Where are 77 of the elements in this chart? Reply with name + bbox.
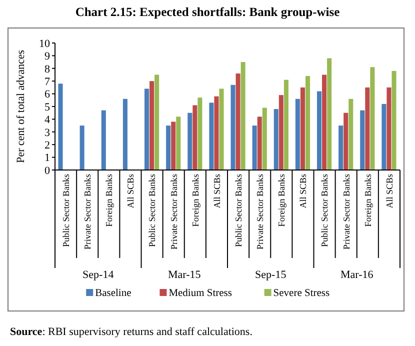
- bar: [365, 87, 370, 170]
- x-tick-label: All SCBs: [126, 174, 136, 208]
- y-tick-label: 8: [44, 63, 50, 76]
- bar: [198, 98, 202, 170]
- bar: [392, 70, 396, 170]
- y-tick-label: 10: [39, 38, 50, 50]
- bar: [192, 105, 198, 170]
- bar: [262, 108, 267, 170]
- x-tick-label: All SCBs: [298, 174, 308, 208]
- x-tick-label: Foreign Banks: [276, 174, 287, 227]
- y-axis-title: Per cent of total advances: [15, 50, 27, 164]
- x-tick-label: Private Sector Banks: [254, 174, 265, 250]
- y-tick-label: 7: [44, 76, 50, 88]
- bar: [322, 74, 327, 170]
- x-tick-label: Public Sector Banks: [320, 174, 330, 247]
- bar: [360, 110, 365, 170]
- bar: [176, 116, 181, 170]
- y-tick-label: 6: [44, 88, 50, 101]
- bar: [230, 84, 236, 170]
- text: Sep-15: [255, 269, 287, 281]
- x-tick-label: Foreign Banks: [190, 174, 200, 227]
- bar: [300, 87, 305, 170]
- y-tick-label: 3: [44, 126, 50, 139]
- chart-title: Chart 2.15: Expected shortfalls: Bank group-wise: [75, 5, 340, 19]
- legend-label: Severe Stress: [273, 288, 330, 299]
- bar: [209, 102, 214, 170]
- bar: [150, 81, 154, 170]
- bar: [171, 122, 176, 170]
- x-tick-label: Private Sector Banks: [82, 174, 92, 250]
- source-note: Source: RBI supervisory returns and staff calculations.: [10, 326, 253, 338]
- bar: [80, 126, 84, 170]
- y-tick-label: 0: [44, 164, 50, 177]
- bar: [278, 95, 284, 170]
- text: Sep-14: [82, 269, 114, 281]
- y-tick-label: 5: [44, 101, 50, 114]
- bar: [188, 112, 192, 170]
- bar: [122, 98, 128, 170]
- x-tick-label: All SCBs: [384, 174, 394, 208]
- bar: [344, 112, 348, 170]
- bar: [257, 116, 262, 170]
- y-tick-label: 9: [44, 50, 50, 63]
- x-tick-label: Foreign Banks: [104, 174, 114, 227]
- bar: [101, 110, 106, 170]
- bar: [386, 87, 392, 170]
- bar: [274, 109, 278, 170]
- text: Mar-16: [340, 269, 374, 281]
- legend-label: Baseline: [95, 288, 132, 299]
- x-tick-label: All SCBs: [212, 174, 222, 208]
- bar: [219, 88, 224, 170]
- bar: [327, 58, 332, 170]
- bar: [316, 91, 322, 170]
- bar: [144, 88, 150, 170]
- text: Mar-15: [168, 269, 202, 281]
- bar: [166, 126, 171, 170]
- x-tick-label: Private Sector Banks: [341, 174, 352, 250]
- bar: [382, 104, 386, 170]
- x-tick-label: Public Sector Banks: [60, 174, 71, 247]
- x-tick-label: Public Sector Banks: [147, 174, 158, 247]
- y-tick-label: 4: [44, 114, 50, 126]
- bar: [295, 98, 300, 170]
- bar: [338, 126, 344, 170]
- bar: [240, 62, 246, 170]
- bar: [214, 96, 219, 170]
- bar: [154, 74, 160, 170]
- bar: [252, 126, 257, 170]
- bar: [370, 67, 375, 170]
- y-tick-label: 2: [44, 139, 50, 152]
- x-tick-label: Private Sector Banks: [168, 174, 179, 250]
- bar: [58, 84, 63, 170]
- x-tick-label: Public Sector Banks: [233, 174, 244, 247]
- bar: [284, 80, 288, 170]
- bar: [236, 73, 240, 170]
- bar: [305, 76, 310, 170]
- y-tick-label: 1: [44, 152, 50, 164]
- x-tick-label: Foreign Banks: [362, 174, 373, 227]
- bar: [348, 98, 354, 170]
- legend-label: Medium Stress: [168, 288, 232, 299]
